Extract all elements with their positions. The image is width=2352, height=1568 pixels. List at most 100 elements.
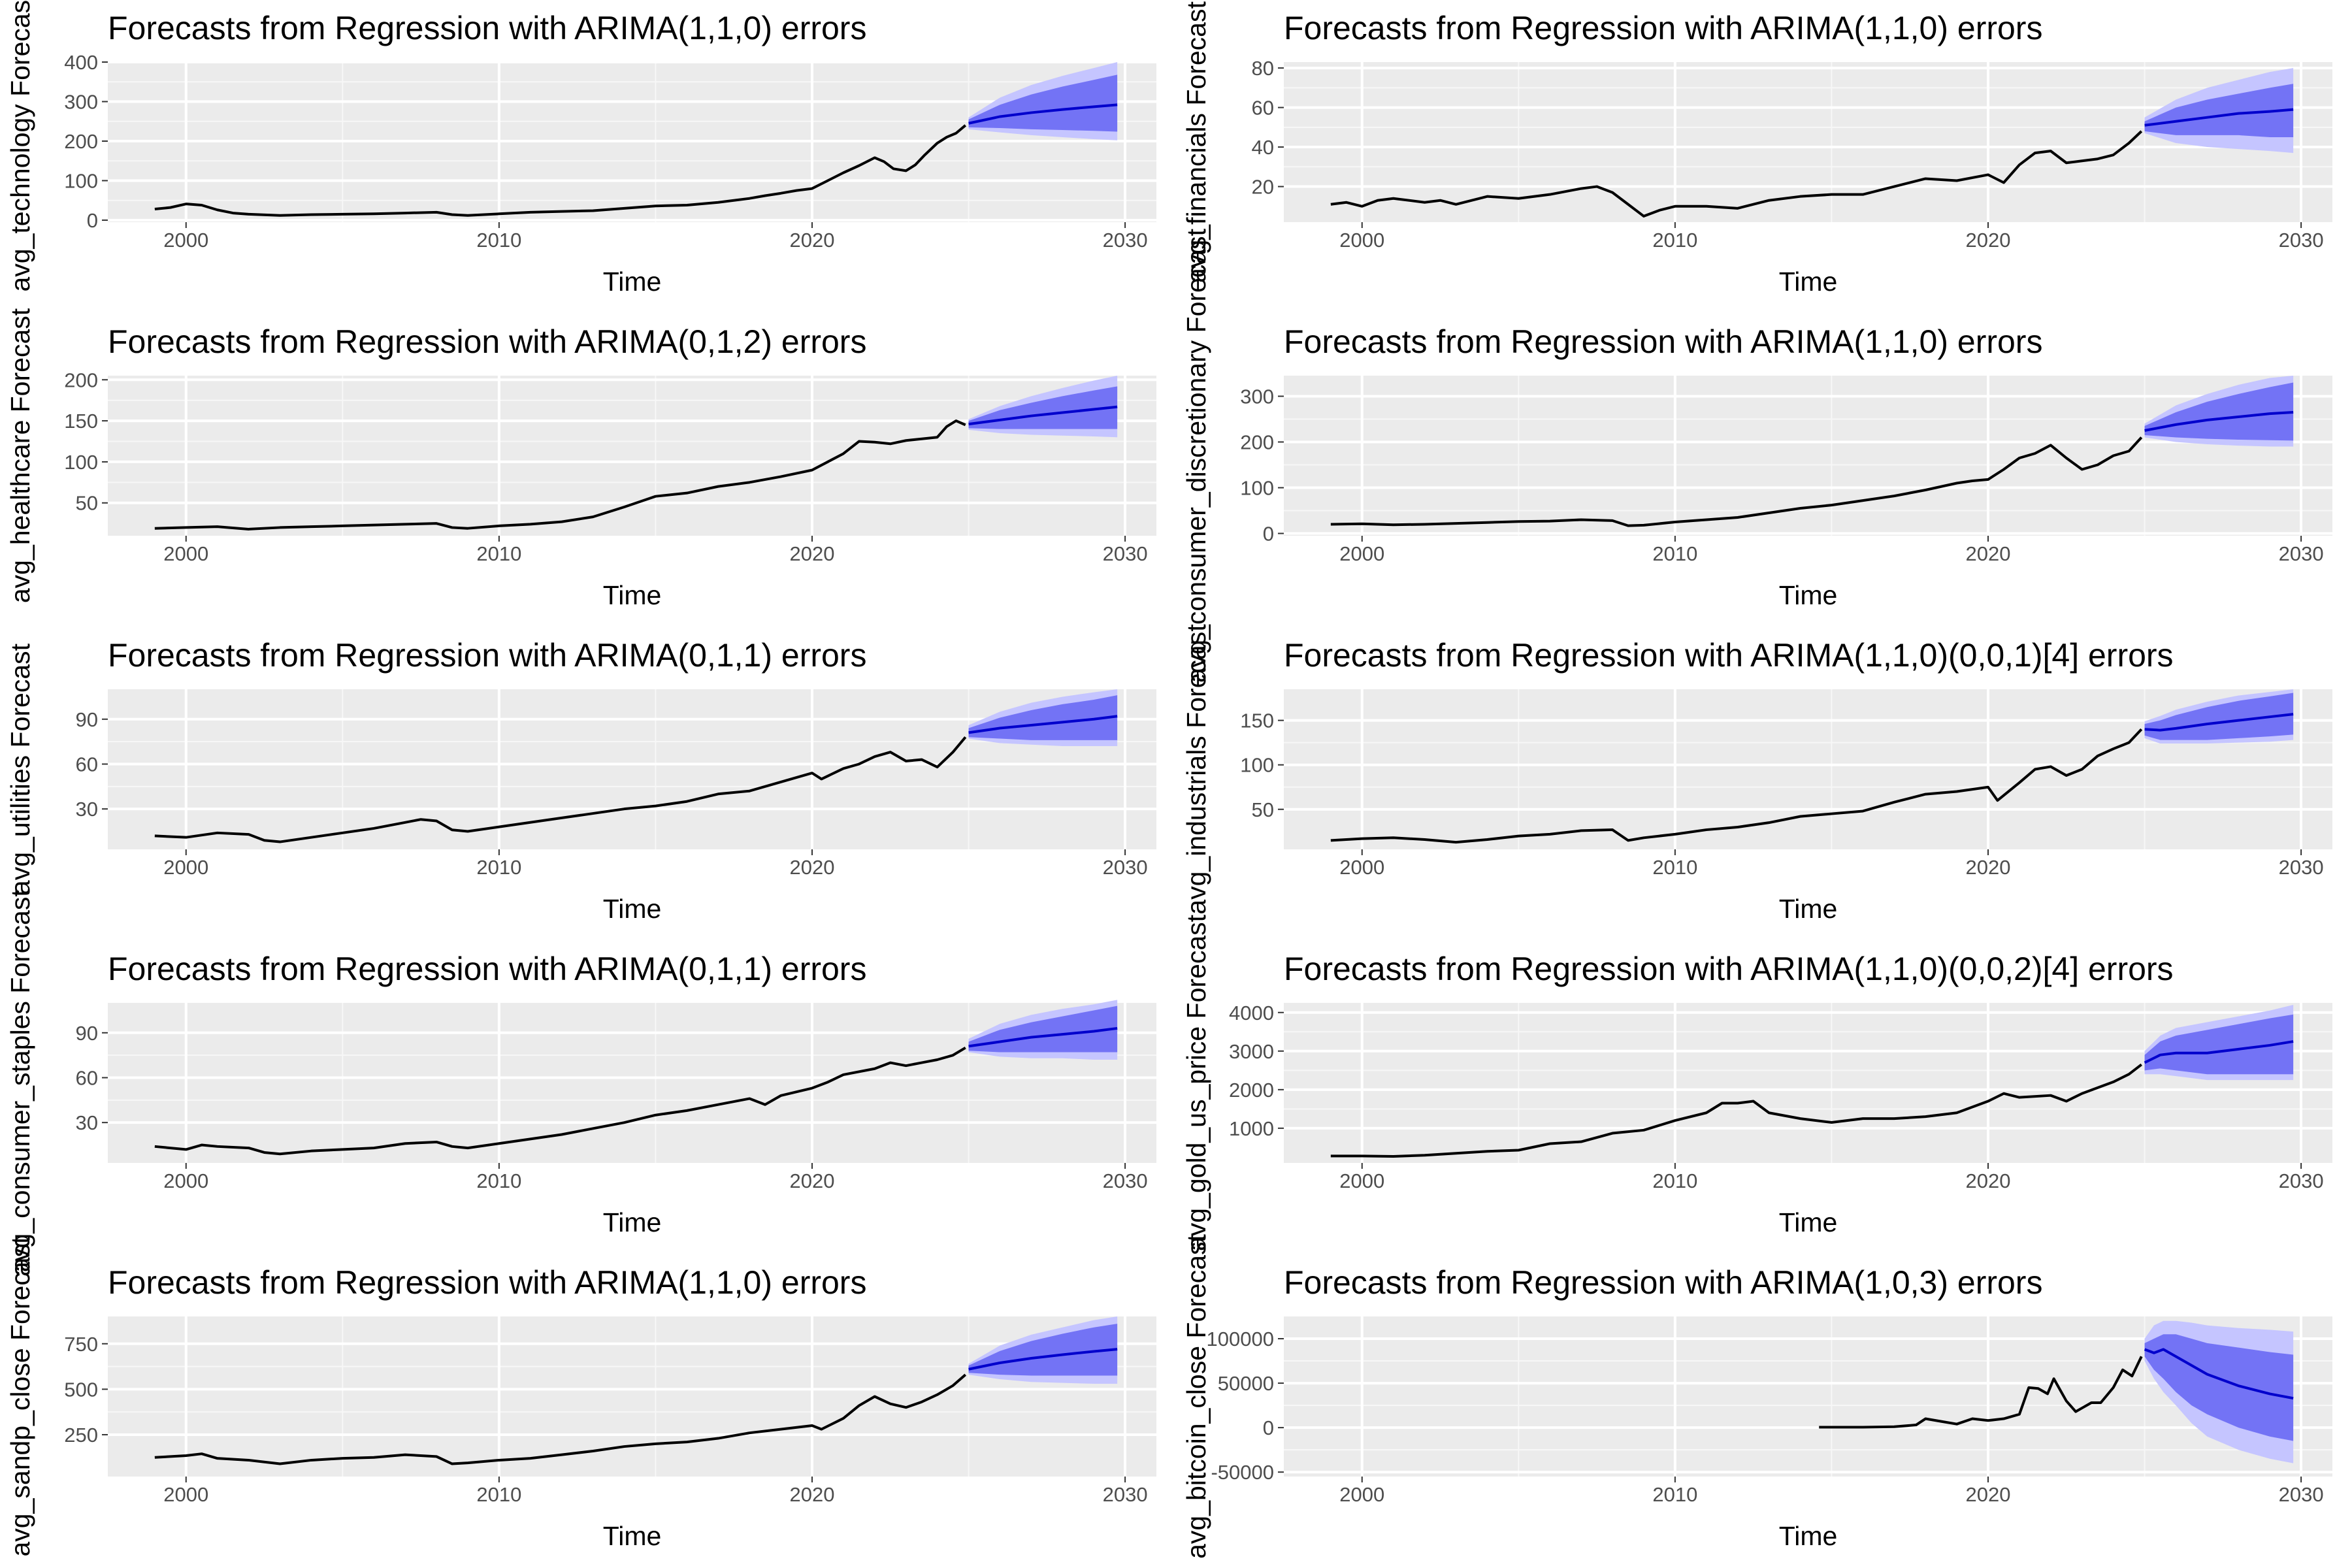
x-tick-label: 2000 xyxy=(1339,1169,1384,1192)
plot-background xyxy=(108,1003,1156,1163)
y-tick-label: 200 xyxy=(64,368,98,391)
x-tick-label: 2020 xyxy=(790,542,835,565)
x-tick-label: 2030 xyxy=(2279,542,2324,565)
y-axis-label: avg_sandp_close Forecast xyxy=(5,1236,35,1557)
forecast-mean-line xyxy=(2144,1348,2294,1400)
forecast-mean-line xyxy=(968,1026,1118,1048)
y-tick-label: 60 xyxy=(76,1066,98,1089)
chart-panel: Forecasts from Regression with ARIMA(1,1… xyxy=(1181,228,2332,683)
y-axis-label: avg_consumer_staples Forecast xyxy=(5,889,35,1277)
y-tick-label: 100 xyxy=(1240,477,1274,500)
forecast-80-interval xyxy=(2144,382,2294,441)
x-axis-label: Time xyxy=(603,1207,662,1237)
x-tick-label: 2010 xyxy=(476,542,521,565)
y-tick-label: 0 xyxy=(87,209,98,232)
y-axis-label: avg_gold_us_price Forecast xyxy=(1181,914,1211,1251)
y-tick-label: 750 xyxy=(64,1333,98,1356)
x-tick-label: 2010 xyxy=(1652,856,1697,879)
x-axis-label: Time xyxy=(1779,1521,1838,1551)
chart-title: Forecasts from Regression with ARIMA(0,1… xyxy=(108,951,866,987)
y-tick-label: 400 xyxy=(64,51,98,74)
forecast-mean-line xyxy=(968,715,1118,734)
x-tick-label: 2000 xyxy=(1339,542,1384,565)
forecast-mean-line xyxy=(968,1348,1118,1371)
plot-background xyxy=(1284,1003,2332,1163)
x-tick-label: 2020 xyxy=(1966,1169,2011,1192)
x-tick-label: 2020 xyxy=(790,856,835,879)
history-line xyxy=(154,1373,967,1465)
y-tick-label: 60 xyxy=(1252,97,1274,120)
history-line xyxy=(154,419,966,531)
plot-background xyxy=(108,689,1156,849)
forecast-mean-line xyxy=(968,405,1118,426)
y-tick-label: 500 xyxy=(64,1378,98,1401)
chart-panel: Forecasts from Regression with ARIMA(0,1… xyxy=(5,889,1156,1277)
x-tick-label: 2020 xyxy=(1966,1483,2011,1506)
chart-title: Forecasts from Regression with ARIMA(1,1… xyxy=(1284,323,2042,360)
x-tick-label: 2010 xyxy=(476,856,521,879)
history-line xyxy=(154,124,967,217)
history-line xyxy=(1819,1356,2143,1429)
history-line xyxy=(154,736,967,843)
y-tick-label: 90 xyxy=(76,1022,98,1045)
x-tick-label: 2010 xyxy=(1652,1169,1697,1192)
x-tick-label: 2000 xyxy=(1339,1483,1384,1506)
x-tick-label: 2000 xyxy=(163,542,208,565)
x-tick-label: 2000 xyxy=(163,229,208,252)
chart-panel: Forecasts from Regression with ARIMA(0,1… xyxy=(5,637,1156,924)
x-tick-label: 2010 xyxy=(476,229,521,252)
chart-title: Forecasts from Regression with ARIMA(1,1… xyxy=(1284,637,2174,674)
forecast-mean-line xyxy=(2144,713,2294,732)
forecast-mean-line xyxy=(2144,1040,2294,1064)
chart-title: Forecasts from Regression with ARIMA(1,1… xyxy=(1284,951,2174,987)
history-line xyxy=(1330,130,2143,218)
history-line xyxy=(1330,1063,2142,1158)
x-tick-label: 2020 xyxy=(790,229,835,252)
chart-title: Forecasts from Regression with ARIMA(0,1… xyxy=(108,323,866,360)
y-tick-label: 300 xyxy=(64,90,98,113)
y-tick-label: 90 xyxy=(76,708,98,731)
y-tick-label: 30 xyxy=(76,1111,98,1134)
chart-panel: Forecasts from Regression with ARIMA(1,1… xyxy=(1181,1,2332,297)
y-tick-label: 200 xyxy=(64,130,98,153)
x-tick-label: 2030 xyxy=(1103,1169,1148,1192)
chart-panel: Forecasts from Regression with ARIMA(0,1… xyxy=(5,308,1156,610)
y-tick-label: 50 xyxy=(76,492,98,515)
y-tick-label: 80 xyxy=(1252,57,1274,80)
x-tick-label: 2000 xyxy=(163,856,208,879)
plot-background xyxy=(108,376,1156,536)
y-tick-label: 40 xyxy=(1252,136,1274,159)
x-tick-label: 2020 xyxy=(1966,856,2011,879)
y-tick-label: 250 xyxy=(64,1424,98,1446)
history-line xyxy=(154,1046,966,1156)
x-axis-label: Time xyxy=(603,1521,662,1551)
y-tick-label: 50 xyxy=(1252,798,1274,821)
y-axis-label: avg_bitcoin_close Forecast xyxy=(1181,1233,1211,1558)
x-tick-label: 2030 xyxy=(2279,1483,2324,1506)
x-tick-label: 2030 xyxy=(1103,1483,1148,1506)
y-tick-label: 4000 xyxy=(1229,1002,1274,1024)
y-tick-label: 60 xyxy=(76,753,98,776)
chart-panel: Forecasts from Regression with ARIMA(1,1… xyxy=(5,0,1156,297)
x-tick-label: 2010 xyxy=(1652,542,1697,565)
y-tick-label: 0 xyxy=(1263,523,1274,546)
chart-panel: Forecasts from Regression with ARIMA(1,1… xyxy=(1181,624,2332,924)
y-axis-label: avg_healthcare Forecast xyxy=(5,308,35,603)
forecast-80-interval xyxy=(2144,84,2294,137)
x-tick-label: 2020 xyxy=(1966,229,2011,252)
x-tick-label: 2000 xyxy=(163,1169,208,1192)
chart-title: Forecasts from Regression with ARIMA(1,1… xyxy=(108,1264,866,1301)
x-axis-label: Time xyxy=(603,894,662,924)
y-tick-label: 2000 xyxy=(1229,1079,1274,1102)
y-tick-label: 100 xyxy=(64,169,98,192)
y-tick-label: 300 xyxy=(1240,385,1274,408)
x-tick-label: 2030 xyxy=(2279,856,2324,879)
chart-title: Forecasts from Regression with ARIMA(1,0… xyxy=(1284,1264,2042,1301)
chart-title: Forecasts from Regression with ARIMA(0,1… xyxy=(108,637,866,674)
x-tick-label: 2030 xyxy=(1103,856,1148,879)
y-tick-label: -50000 xyxy=(1211,1461,1274,1484)
y-tick-label: 3000 xyxy=(1229,1040,1274,1063)
x-tick-label: 2010 xyxy=(476,1169,521,1192)
chart-title: Forecasts from Regression with ARIMA(1,1… xyxy=(1284,10,2042,46)
